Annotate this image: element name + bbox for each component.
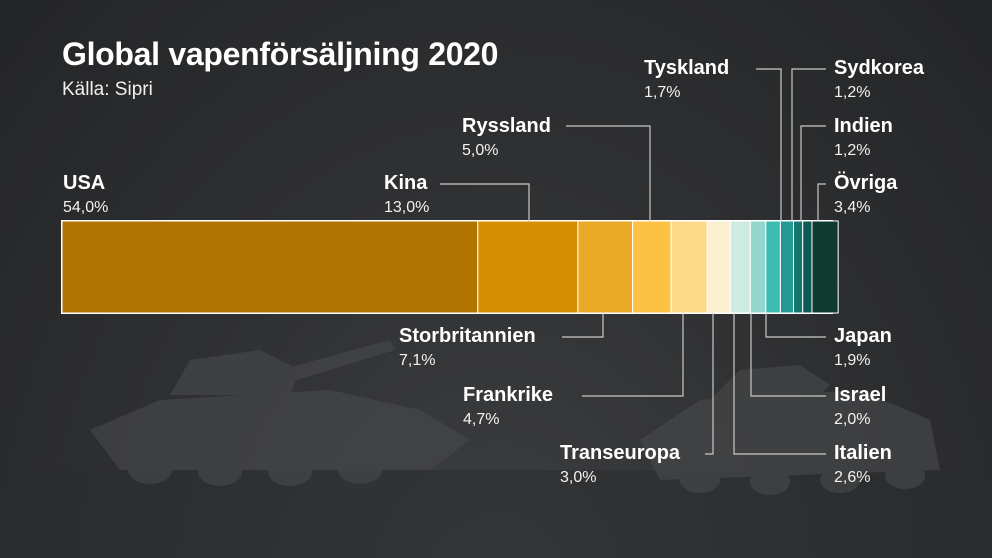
chart-subtitle: Källa: Sipri — [62, 79, 153, 100]
value-label-israel: 2,0% — [834, 411, 870, 428]
value-label-ryssland: 5,0% — [462, 142, 498, 159]
leader-line-israel — [750, 313, 826, 397]
category-label-israel: Israel — [834, 384, 886, 406]
value-label-storbritannien: 7,1% — [399, 352, 435, 369]
bar-segment-japan — [765, 220, 781, 314]
bar-segment-indien — [802, 220, 813, 314]
category-label-usa: USA — [63, 172, 105, 194]
leader-line-italien — [733, 313, 826, 455]
category-label-tyskland: Tyskland — [644, 57, 729, 79]
bar-segment-ovriga — [811, 220, 839, 314]
leader-line-storbritannien — [562, 313, 604, 338]
leader-line-tyskland — [756, 68, 782, 221]
value-label-frankrike: 4,7% — [463, 411, 499, 428]
value-label-tyskland: 1,7% — [644, 84, 680, 101]
bar-segment-sydkorea — [793, 220, 804, 314]
bar-segment-kina — [477, 220, 579, 314]
leader-line-japan — [765, 313, 826, 338]
bar-segment-frankrike — [670, 220, 708, 314]
leader-line-frankrike — [582, 313, 684, 397]
chart-title: Global vapenförsäljning 2020 — [62, 36, 499, 72]
category-label-sydkorea: Sydkorea — [834, 57, 925, 79]
category-label-japan: Japan — [834, 325, 892, 347]
leader-line-indien — [800, 125, 826, 221]
value-label-kina: 13,0% — [384, 199, 429, 216]
value-label-sydkorea: 1,2% — [834, 84, 870, 101]
category-label-ovriga: Övriga — [834, 171, 898, 194]
category-label-frankrike: Frankrike — [463, 384, 553, 406]
leader-line-ryssland — [566, 125, 651, 221]
bar-segment-usa — [61, 220, 479, 314]
value-label-japan: 1,9% — [834, 352, 870, 369]
bar-segment-tyskland — [779, 220, 794, 314]
leader-line-transeuropa — [705, 313, 714, 455]
category-label-storbritannien: Storbritannien — [399, 325, 536, 347]
value-label-transeuropa: 3,0% — [560, 469, 596, 486]
bar-segment-transeuropa — [706, 220, 731, 314]
category-label-ryssland: Ryssland — [462, 115, 551, 137]
category-label-transeuropa: Transeuropa — [560, 442, 681, 464]
bar-segment-israel — [749, 220, 767, 314]
bar-segment-italien — [729, 220, 751, 314]
value-label-ovriga: 3,4% — [834, 199, 870, 216]
value-label-italien: 2,6% — [834, 469, 870, 486]
bar-segment-ryssland — [632, 220, 672, 314]
category-label-italien: Italien — [834, 442, 892, 464]
category-label-kina: Kina — [384, 172, 428, 194]
value-label-indien: 1,2% — [834, 142, 870, 159]
value-label-usa: 54,0% — [63, 199, 108, 216]
leader-line-kina — [440, 183, 530, 221]
category-label-indien: Indien — [834, 115, 893, 137]
leader-line-sydkorea — [791, 68, 826, 221]
bar-segment-storbritannien — [577, 220, 634, 314]
leader-line-ovriga — [817, 183, 826, 221]
